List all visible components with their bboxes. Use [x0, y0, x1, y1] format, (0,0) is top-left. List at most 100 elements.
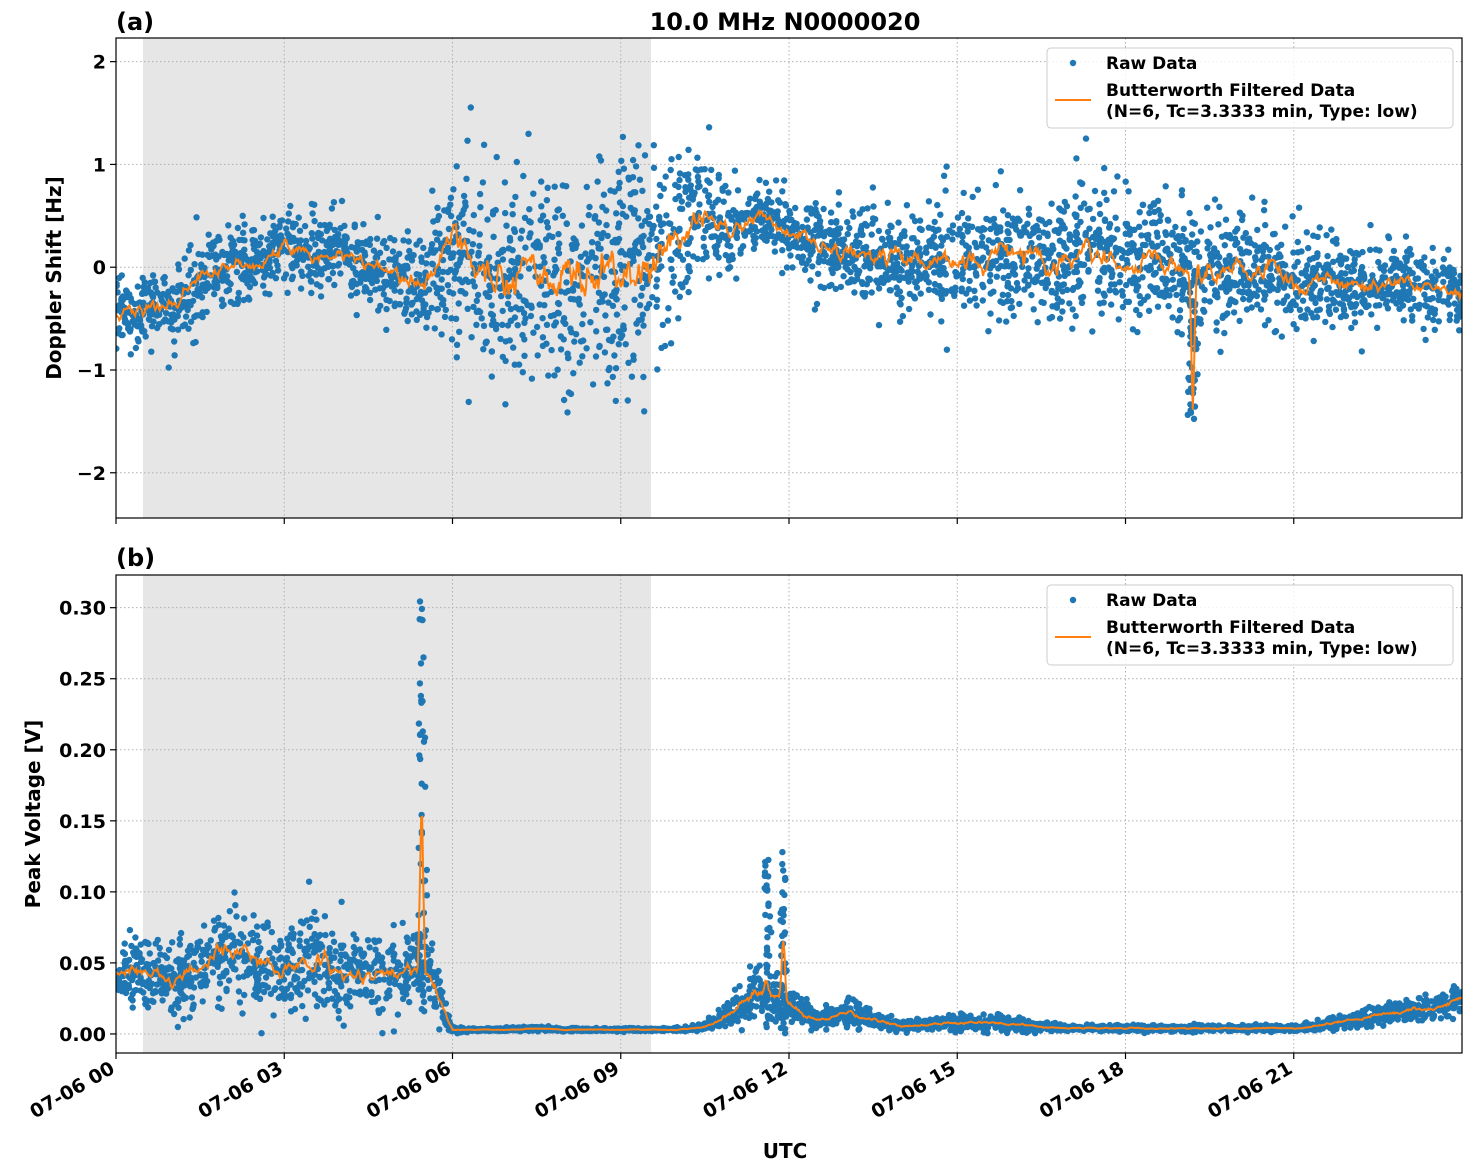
raw-point [456, 214, 463, 221]
raw-point [997, 298, 1004, 305]
raw-point [1081, 200, 1088, 207]
raw-point [434, 216, 441, 224]
raw-point [1038, 217, 1046, 224]
raw-point [1211, 196, 1219, 203]
raw-point [1124, 249, 1132, 257]
raw-point [236, 999, 244, 1006]
raw-point [455, 300, 462, 307]
raw-point [1169, 276, 1177, 283]
raw-point [1221, 242, 1229, 249]
raw-point [1294, 249, 1302, 256]
raw-point [116, 280, 120, 287]
raw-point [521, 319, 528, 326]
raw-point [1224, 274, 1232, 281]
raw-point [1201, 297, 1208, 304]
raw-point [301, 222, 309, 230]
raw-point [656, 213, 663, 221]
raw-point [708, 166, 715, 174]
raw-point [894, 266, 901, 273]
raw-point [470, 303, 477, 311]
raw-point [1143, 232, 1150, 239]
raw-point [266, 259, 273, 266]
raw-point [127, 351, 134, 358]
raw-point [603, 221, 610, 229]
raw-point [168, 311, 175, 319]
raw-point [712, 250, 720, 257]
raw-point [925, 279, 932, 286]
raw-point [145, 316, 153, 323]
raw-point [451, 275, 458, 282]
raw-point [462, 199, 469, 206]
raw-point [1259, 248, 1267, 255]
raw-point [1296, 306, 1304, 313]
raw-point [809, 263, 816, 270]
raw-point [973, 302, 980, 309]
raw-point [487, 310, 495, 318]
raw-point [835, 189, 843, 196]
raw-point [1251, 242, 1259, 249]
raw-point [1129, 245, 1136, 252]
raw-point [925, 286, 933, 293]
raw-point [568, 329, 575, 336]
raw-point [198, 294, 206, 301]
raw-point [1250, 278, 1258, 286]
raw-point [154, 936, 161, 944]
raw-point [329, 269, 337, 277]
raw-point [700, 234, 707, 242]
raw-point [844, 219, 851, 226]
raw-point [565, 354, 572, 362]
y-tick-label: 0.05 [59, 953, 106, 975]
raw-point [158, 297, 165, 304]
raw-point [869, 215, 877, 222]
raw-point [1221, 329, 1228, 337]
raw-point [445, 248, 452, 256]
raw-point [190, 1001, 197, 1008]
raw-point [1117, 271, 1124, 279]
raw-point [185, 325, 192, 332]
raw-point [783, 264, 791, 271]
filtered-data-line [116, 208, 1462, 410]
raw-point [297, 285, 305, 292]
raw-point [638, 234, 645, 241]
raw-point [116, 301, 123, 309]
raw-point [311, 201, 318, 208]
raw-point [1136, 209, 1143, 216]
raw-point [1323, 296, 1331, 303]
raw-point [466, 226, 473, 234]
raw-point [1435, 272, 1442, 279]
raw-point [1310, 314, 1317, 321]
raw-point [596, 343, 603, 351]
raw-point [621, 304, 628, 311]
raw-point [139, 274, 146, 282]
raw-point [594, 230, 601, 237]
raw-point [314, 231, 321, 238]
raw-point [364, 937, 372, 944]
raw-point [943, 233, 951, 240]
raw-point [866, 275, 873, 283]
raw-point [295, 214, 302, 221]
raw-point [615, 220, 623, 227]
raw-point [1386, 999, 1393, 1006]
raw-point [850, 213, 857, 220]
raw-point [1358, 292, 1365, 299]
y-axis-label: Doppler Shift [Hz] [42, 176, 66, 380]
raw-point [199, 998, 206, 1005]
raw-point [1381, 262, 1389, 269]
raw-point [187, 318, 195, 325]
raw-point [684, 240, 692, 247]
raw-point [433, 236, 441, 243]
raw-point [280, 275, 288, 282]
raw-point [1262, 221, 1269, 229]
raw-point [1339, 290, 1346, 298]
raw-point [272, 238, 279, 245]
raw-point [1123, 281, 1130, 289]
raw-point [1368, 311, 1375, 318]
raw-point [171, 316, 178, 323]
raw-point [430, 280, 437, 287]
raw-point [480, 141, 488, 148]
raw-point [478, 315, 485, 322]
raw-point [772, 177, 780, 184]
raw-point [182, 313, 190, 320]
raw-point [1290, 321, 1297, 328]
raw-point [1061, 272, 1068, 279]
